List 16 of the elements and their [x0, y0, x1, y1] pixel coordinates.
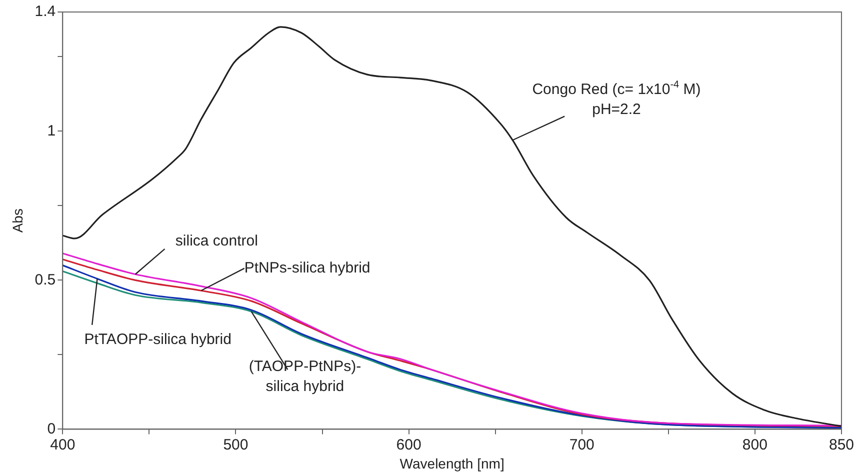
- series-label: PtTAOPP-silica hybrid: [84, 330, 232, 348]
- x-tick-label: 400: [50, 436, 76, 454]
- x-tick-label: 850: [828, 436, 854, 454]
- x-tick-label: 800: [742, 436, 768, 454]
- y-tick-label: 1: [47, 122, 56, 140]
- y-axis-title: Abs: [9, 208, 26, 233]
- x-tick-label: 700: [569, 436, 594, 454]
- text: silica control: [175, 232, 258, 250]
- x-tick-label: 600: [396, 436, 422, 454]
- y-tick-label: 0.5: [34, 271, 56, 288]
- x-tick-label: 500: [223, 436, 248, 454]
- x-axis-title: Wavelength [nm]: [400, 455, 504, 472]
- y-tick-label: 1.4: [34, 3, 56, 20]
- series-label: (TAOPP-PtNPs)- silica hybrid: [248, 358, 362, 396]
- series-label: PtNPs-silica hybrid: [244, 259, 370, 276]
- y-tick-label: 0: [47, 420, 56, 438]
